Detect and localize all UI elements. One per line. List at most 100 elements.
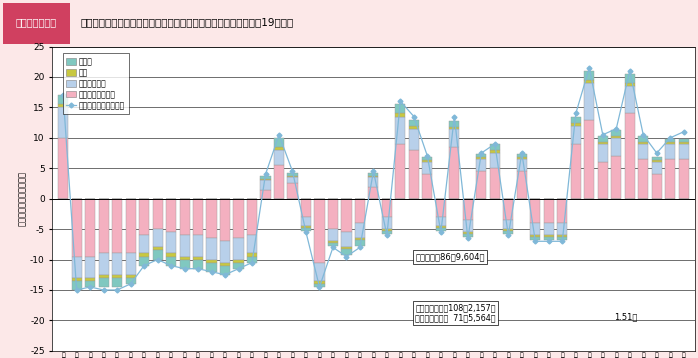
Bar	[126, 278, 135, 284]
Bar	[369, 175, 378, 178]
Bar	[369, 173, 378, 175]
Bar	[530, 199, 540, 223]
Bar	[463, 232, 473, 234]
Bar	[638, 144, 648, 159]
Bar	[247, 256, 257, 263]
Bar	[503, 199, 514, 220]
Bar	[611, 138, 621, 156]
Bar	[207, 199, 216, 238]
Bar	[166, 253, 176, 257]
Bar	[153, 199, 163, 229]
Bar	[382, 217, 392, 229]
Bar	[436, 199, 446, 217]
Bar	[72, 281, 82, 290]
Bar	[369, 178, 378, 187]
Bar	[382, 199, 392, 217]
Bar	[597, 144, 608, 162]
Bar	[85, 281, 95, 287]
Bar	[625, 86, 634, 113]
Bar	[638, 136, 648, 142]
Bar	[490, 150, 500, 153]
Bar	[301, 199, 311, 217]
Bar	[665, 139, 675, 142]
Bar	[584, 71, 594, 80]
FancyBboxPatch shape	[3, 3, 70, 44]
Bar	[597, 142, 608, 144]
Bar	[395, 117, 406, 144]
Bar	[85, 278, 95, 281]
Bar	[247, 199, 257, 235]
Bar	[207, 263, 216, 272]
Bar	[557, 235, 567, 237]
Bar	[58, 95, 68, 105]
Bar	[85, 199, 95, 256]
Bar	[220, 266, 230, 275]
Bar	[409, 150, 419, 199]
Bar	[58, 107, 68, 138]
Bar	[544, 235, 554, 237]
Legend: その他, 歯科, 入院外＋調剤, 入院＋食事・生活, 一人当たり老人医療費: その他, 歯科, 入院外＋調剤, 入院＋食事・生活, 一人当たり老人医療費	[63, 53, 128, 114]
Bar	[476, 157, 487, 159]
Bar	[597, 136, 608, 142]
Bar	[193, 256, 203, 260]
Bar	[490, 168, 500, 199]
Bar	[611, 130, 621, 136]
Bar	[584, 120, 594, 199]
Bar	[179, 256, 190, 260]
Bar	[328, 199, 338, 229]
Bar	[652, 160, 662, 162]
Text: 1.51倍: 1.51倍	[614, 312, 637, 321]
Bar	[422, 174, 433, 199]
Bar	[597, 162, 608, 199]
Bar	[314, 284, 325, 287]
Bar	[463, 234, 473, 237]
Bar	[463, 220, 473, 232]
Bar	[288, 173, 297, 175]
Bar	[395, 105, 406, 113]
Bar	[422, 162, 433, 174]
Bar	[638, 142, 648, 144]
Bar	[274, 147, 284, 150]
Bar	[665, 144, 675, 159]
Bar	[571, 117, 581, 123]
Bar	[126, 275, 135, 278]
Bar	[179, 235, 190, 256]
Bar	[112, 278, 122, 287]
Bar	[409, 120, 419, 126]
Bar	[301, 228, 311, 231]
Bar	[678, 139, 689, 142]
Bar	[517, 159, 527, 171]
Bar	[638, 159, 648, 199]
Bar	[450, 121, 459, 127]
Bar	[247, 235, 257, 253]
Bar	[179, 199, 190, 235]
Bar	[571, 122, 581, 126]
Bar	[503, 220, 514, 229]
Bar	[557, 237, 567, 240]
Bar	[166, 232, 176, 253]
Bar	[395, 144, 406, 199]
Bar	[58, 105, 68, 107]
Bar	[260, 175, 271, 179]
Bar	[571, 144, 581, 199]
Bar	[314, 199, 325, 263]
Text: 一人当たり老人医療費の診療種別内訳（全国平均との差）〜平成19年度〜: 一人当たり老人医療費の診療種別内訳（全国平均との差）〜平成19年度〜	[80, 17, 294, 27]
Bar	[139, 199, 149, 235]
Bar	[611, 156, 621, 199]
Bar	[274, 150, 284, 165]
Bar	[220, 241, 230, 263]
Bar	[476, 171, 487, 199]
Bar	[476, 154, 487, 157]
Bar	[179, 260, 190, 268]
Bar	[463, 199, 473, 220]
Bar	[517, 157, 527, 159]
Bar	[98, 275, 109, 278]
Bar	[395, 113, 406, 117]
Bar	[166, 256, 176, 266]
Bar	[126, 253, 135, 275]
Bar	[625, 113, 634, 199]
Bar	[382, 229, 392, 231]
Bar	[288, 178, 297, 184]
Bar	[584, 80, 594, 83]
Bar	[611, 136, 621, 138]
